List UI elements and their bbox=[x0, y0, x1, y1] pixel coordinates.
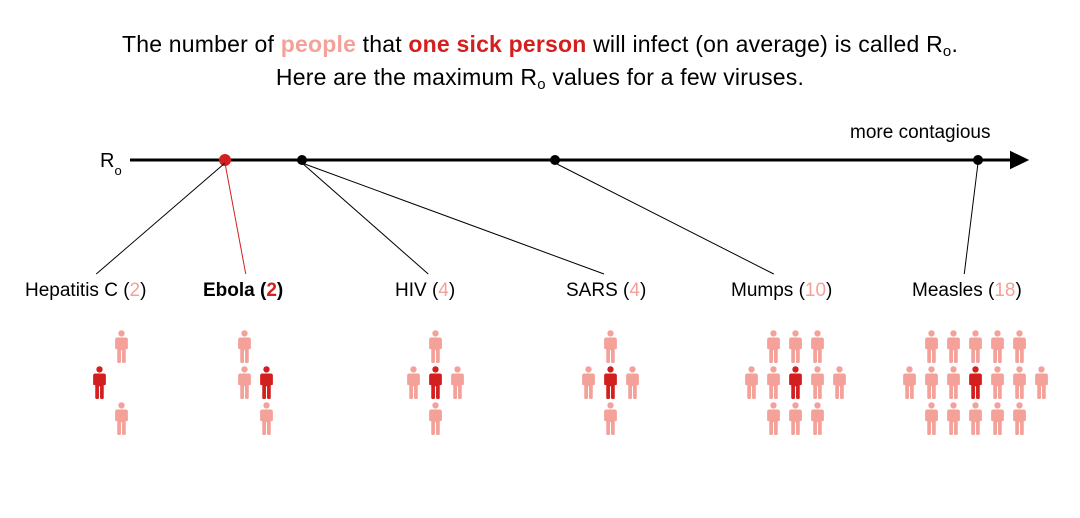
person-icon bbox=[990, 330, 1005, 369]
cluster-measles bbox=[902, 330, 1049, 438]
virus-label-ebola: Ebola (2) bbox=[203, 280, 283, 302]
person-icon bbox=[810, 330, 825, 369]
person-icon bbox=[1012, 402, 1027, 441]
person-icon bbox=[788, 330, 803, 369]
person-icon bbox=[990, 402, 1005, 441]
person-icon bbox=[946, 402, 961, 441]
person-icon bbox=[788, 402, 803, 441]
person-icon bbox=[625, 366, 640, 405]
person-icon bbox=[946, 330, 961, 369]
person-icon bbox=[810, 402, 825, 441]
person-icon bbox=[237, 330, 252, 369]
person-icon bbox=[114, 330, 129, 369]
person-icon-sick bbox=[788, 366, 803, 405]
person-icon bbox=[237, 366, 252, 405]
person-icon bbox=[450, 366, 465, 405]
virus-label-sars: SARS (4) bbox=[566, 280, 646, 302]
person-icon bbox=[1034, 366, 1049, 405]
person-icon bbox=[603, 402, 618, 441]
person-icon bbox=[428, 402, 443, 441]
person-icon bbox=[832, 366, 847, 405]
person-icon-sick bbox=[603, 366, 618, 405]
person-icon bbox=[406, 366, 421, 405]
virus-label-measles: Measles (18) bbox=[912, 280, 1022, 302]
virus-label-hiv: HIV (4) bbox=[395, 280, 455, 302]
person-icon bbox=[902, 366, 917, 405]
person-icon bbox=[968, 402, 983, 441]
person-icon-sick bbox=[428, 366, 443, 405]
person-icon bbox=[990, 366, 1005, 405]
cluster-hepatitis-c bbox=[92, 330, 129, 438]
person-icon bbox=[968, 330, 983, 369]
person-icon bbox=[259, 402, 274, 441]
cluster-mumps bbox=[744, 330, 847, 438]
person-icon bbox=[924, 330, 939, 369]
person-icon-sick bbox=[968, 366, 983, 405]
infographic-root: { "headline": { "text_parts": { "p1": "T… bbox=[0, 0, 1080, 518]
person-icon bbox=[766, 402, 781, 441]
virus-label-hepatitis-c: Hepatitis C (2) bbox=[25, 280, 146, 302]
person-icon bbox=[428, 330, 443, 369]
cluster-sars bbox=[581, 330, 640, 438]
person-icon bbox=[946, 366, 961, 405]
person-icon bbox=[1012, 330, 1027, 369]
person-icon bbox=[581, 366, 596, 405]
cluster-hiv bbox=[406, 330, 465, 438]
cluster-ebola bbox=[237, 330, 274, 438]
person-icon bbox=[810, 366, 825, 405]
person-icon bbox=[766, 330, 781, 369]
person-icon bbox=[603, 330, 618, 369]
person-icon bbox=[924, 402, 939, 441]
person-icon bbox=[744, 366, 759, 405]
axis-svg bbox=[0, 0, 1080, 518]
person-icon bbox=[1012, 366, 1027, 405]
person-icon bbox=[114, 402, 129, 441]
person-icon bbox=[766, 366, 781, 405]
person-icon-sick bbox=[92, 366, 107, 405]
person-icon bbox=[924, 366, 939, 405]
person-icon-sick bbox=[259, 366, 274, 405]
virus-label-mumps: Mumps (10) bbox=[731, 280, 832, 302]
